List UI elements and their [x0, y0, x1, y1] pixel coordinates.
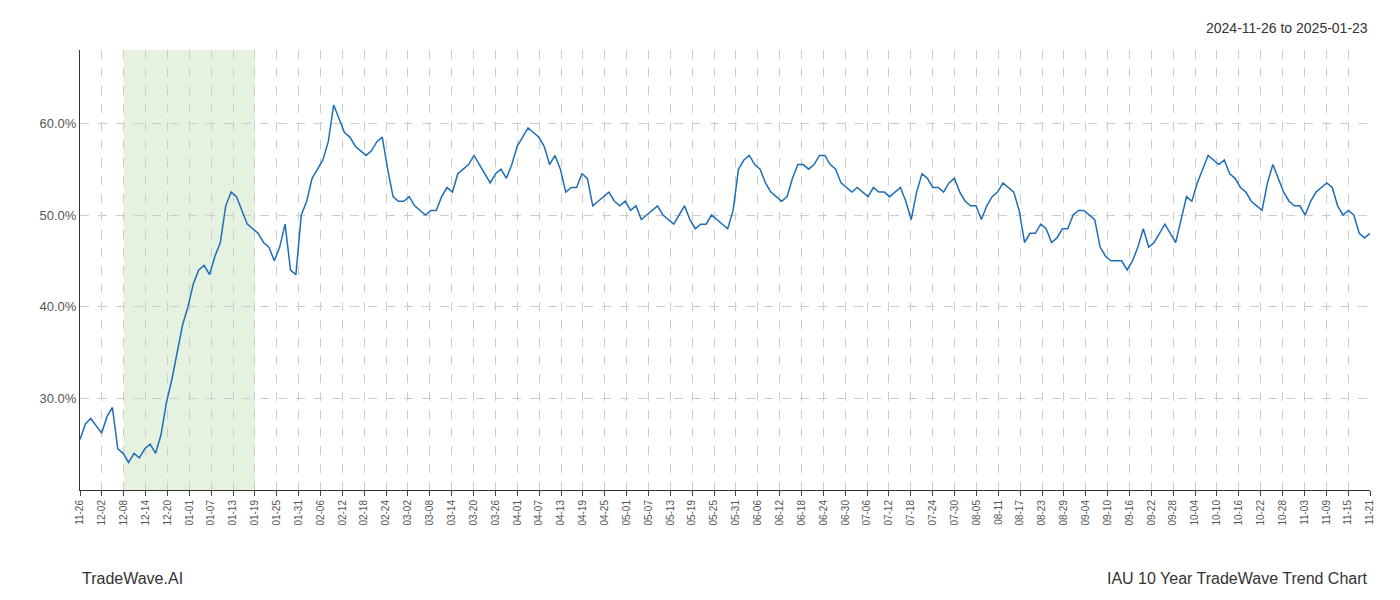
svg-text:03-02: 03-02 [402, 500, 413, 526]
svg-text:2024-11-26 to 2025-01-23: 2024-11-26 to 2025-01-23 [1206, 20, 1368, 36]
svg-text:09-28: 09-28 [1167, 500, 1178, 526]
svg-text:12-08: 12-08 [118, 500, 129, 526]
svg-text:08-17: 08-17 [1014, 500, 1025, 526]
svg-text:06-30: 06-30 [840, 500, 851, 526]
svg-text:06-24: 06-24 [818, 500, 829, 526]
svg-text:02-06: 02-06 [315, 500, 326, 526]
svg-text:08-23: 08-23 [1036, 500, 1047, 526]
svg-text:04-07: 04-07 [533, 500, 544, 526]
svg-text:04-01: 04-01 [512, 500, 523, 526]
svg-text:11-03: 11-03 [1299, 500, 1310, 525]
svg-text:09-22: 09-22 [1146, 500, 1157, 526]
svg-text:40.0%: 40.0% [40, 299, 77, 314]
svg-text:30.0%: 30.0% [40, 391, 77, 406]
svg-text:01-25: 01-25 [271, 500, 282, 526]
svg-text:12-20: 12-20 [162, 500, 173, 526]
svg-text:08-29: 08-29 [1058, 500, 1069, 526]
svg-text:12-02: 12-02 [96, 500, 107, 526]
svg-text:05-01: 05-01 [621, 500, 632, 526]
svg-text:05-19: 05-19 [686, 500, 697, 526]
svg-text:07-06: 07-06 [861, 500, 872, 526]
svg-text:03-26: 03-26 [490, 500, 501, 526]
svg-text:07-18: 07-18 [905, 500, 916, 526]
svg-text:02-18: 02-18 [358, 500, 369, 526]
svg-text:07-30: 07-30 [949, 500, 960, 526]
svg-text:01-19: 01-19 [249, 500, 260, 526]
svg-text:07-12: 07-12 [883, 500, 894, 526]
svg-text:05-31: 05-31 [730, 500, 741, 526]
svg-text:04-25: 04-25 [599, 500, 610, 526]
svg-text:02-24: 02-24 [380, 500, 391, 526]
svg-text:TradeWave.AI: TradeWave.AI [82, 570, 183, 587]
svg-text:02-12: 02-12 [337, 500, 348, 526]
svg-text:09-04: 09-04 [1080, 500, 1091, 526]
svg-text:11-26: 11-26 [74, 500, 85, 525]
svg-text:11-21: 11-21 [1364, 500, 1375, 525]
svg-text:08-11: 08-11 [993, 500, 1004, 525]
svg-text:01-07: 01-07 [205, 500, 216, 526]
svg-text:11-15: 11-15 [1342, 500, 1353, 525]
svg-text:03-20: 03-20 [468, 500, 479, 526]
svg-text:05-13: 05-13 [665, 500, 676, 526]
svg-text:04-13: 04-13 [555, 500, 566, 526]
svg-text:10-10: 10-10 [1211, 500, 1222, 526]
svg-text:05-07: 05-07 [643, 500, 654, 526]
svg-text:07-24: 07-24 [927, 500, 938, 526]
svg-text:04-19: 04-19 [577, 500, 588, 526]
svg-text:06-18: 06-18 [796, 500, 807, 526]
svg-text:01-31: 01-31 [293, 500, 304, 526]
svg-text:12-14: 12-14 [140, 500, 151, 526]
svg-text:09-10: 09-10 [1102, 500, 1113, 526]
svg-text:10-04: 10-04 [1189, 500, 1200, 526]
svg-text:06-12: 06-12 [774, 500, 785, 526]
svg-text:03-14: 03-14 [446, 500, 457, 526]
svg-text:11-09: 11-09 [1321, 500, 1332, 525]
svg-text:50.0%: 50.0% [40, 208, 77, 223]
svg-text:05-25: 05-25 [708, 500, 719, 526]
svg-text:01-01: 01-01 [184, 500, 195, 526]
svg-text:10-16: 10-16 [1233, 500, 1244, 526]
svg-text:08-05: 08-05 [971, 500, 982, 526]
svg-text:09-16: 09-16 [1124, 500, 1135, 526]
svg-text:60.0%: 60.0% [40, 116, 77, 131]
svg-text:03-08: 03-08 [424, 500, 435, 526]
svg-text:IAU 10 Year TradeWave Trend Ch: IAU 10 Year TradeWave Trend Chart [1107, 570, 1368, 587]
svg-text:06-06: 06-06 [752, 500, 763, 526]
svg-text:10-28: 10-28 [1277, 500, 1288, 526]
svg-text:10-22: 10-22 [1255, 500, 1266, 526]
svg-text:01-13: 01-13 [227, 500, 238, 526]
